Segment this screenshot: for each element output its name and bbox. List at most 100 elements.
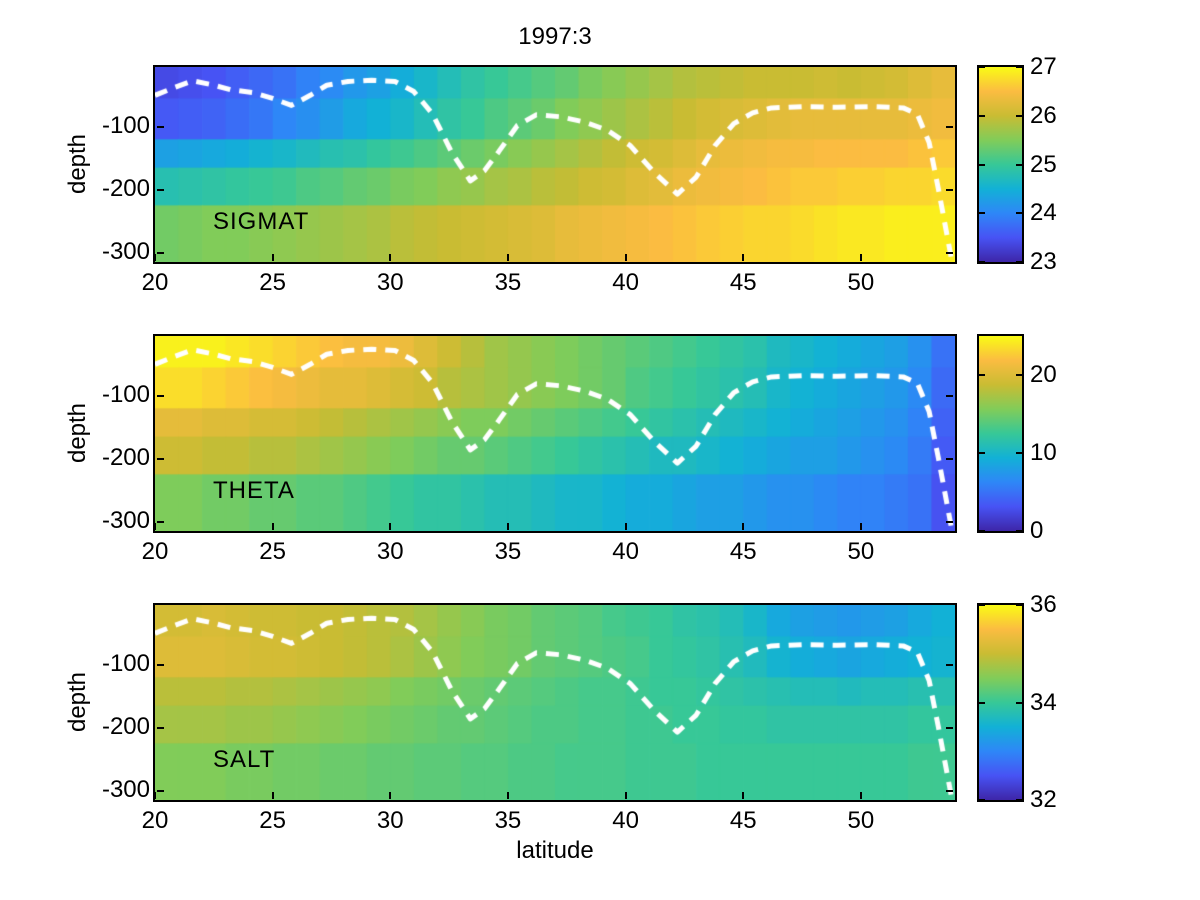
- colorbar-tick-label-sigmat-27: 27: [1030, 53, 1057, 80]
- x-tick-mark-25: [271, 523, 274, 530]
- x-tick-mark-40: [624, 523, 627, 530]
- x-tick-mark-20: [154, 523, 156, 530]
- x-tick-label-45: 45: [729, 538, 757, 565]
- x-tick-mark-25: [271, 792, 274, 799]
- x-tick-label-30: 30: [376, 538, 404, 565]
- colorbar-tick-mark-left: [979, 66, 985, 68]
- y-tick-mark-right-300: [946, 520, 953, 523]
- x-tick-label-40: 40: [612, 269, 639, 296]
- x-tick-label-45: 45: [729, 807, 757, 834]
- x-tick-mark-40: [624, 254, 627, 261]
- colorbar-tick-mark-left: [979, 799, 985, 801]
- x-tick-label-40: 40: [612, 807, 639, 834]
- x-tick-mark-35: [506, 792, 509, 799]
- colorbar-tick-mark-right: [1016, 374, 1022, 376]
- y-tick-mark-right-200: [946, 188, 953, 191]
- colorbar-tick-mark-left: [979, 163, 985, 166]
- panel-label-sigmat: SIGMAT: [213, 208, 310, 235]
- colorbar-tick-mark-left: [979, 452, 985, 454]
- x-tick-label-40: 40: [612, 538, 639, 565]
- colorbar-tick-mark-right: [1016, 604, 1022, 606]
- x-tick-mark-45: [742, 254, 745, 261]
- x-tick-mark-45: [742, 792, 745, 799]
- x-tick-label-50: 50: [847, 538, 875, 565]
- colorbar-tick-label-sigmat-25: 25: [1030, 150, 1057, 178]
- y-tick-label-300: -300: [101, 237, 150, 265]
- y-tick-mark-left-300: [157, 251, 164, 254]
- y-tick-mark-right-200: [946, 457, 953, 460]
- y-tick-mark-left-300: [157, 789, 164, 792]
- colorbar-tick-mark-left: [979, 212, 985, 215]
- x-tick-label-25: 25: [259, 807, 286, 834]
- y-tick-mark-left-100: [157, 663, 164, 666]
- x-tick-mark-50: [859, 254, 862, 261]
- x-tick-mark-20: [154, 254, 156, 261]
- colorbar-tick-label-theta-0: 0: [1030, 517, 1044, 544]
- x-tick-mark-50: [859, 792, 862, 799]
- x-tick-mark-45: [742, 523, 745, 530]
- colorbar-tick-mark-right: [1016, 799, 1022, 801]
- heatmap-salt-canvas: [155, 605, 955, 800]
- y-tick-mark-right-300: [946, 789, 953, 792]
- xlabel-latitude: latitude: [516, 837, 594, 864]
- colorbar-tick-mark-left: [979, 114, 985, 117]
- x-tick-mark-20: [154, 792, 156, 799]
- x-tick-label-30: 30: [376, 269, 404, 296]
- colorbar-tick-label-salt-36: 36: [1030, 591, 1057, 618]
- colorbar-tick-mark-right: [1016, 66, 1022, 68]
- colorbar-tick-label-theta-20: 20: [1030, 361, 1057, 388]
- x-tick-mark-30: [389, 254, 392, 261]
- y-tick-label-100: -100: [101, 380, 150, 408]
- x-tick-mark-35: [506, 254, 509, 261]
- x-tick-label-35: 35: [494, 807, 522, 834]
- x-tick-mark-25: [271, 254, 274, 261]
- y-tick-label-300: -300: [101, 506, 150, 534]
- y-tick-mark-left-200: [157, 726, 164, 729]
- colorbar-tick-label-salt-32: 32: [1030, 786, 1057, 813]
- y-tick-label-200: -200: [101, 174, 150, 202]
- x-tick-label-25: 25: [259, 269, 286, 296]
- y-tick-mark-left-200: [157, 457, 164, 460]
- colorbar-tick-label-sigmat-26: 26: [1030, 101, 1057, 129]
- x-tick-label-20: 20: [141, 269, 169, 296]
- colorbar-tick-label-theta-10: 10: [1030, 439, 1057, 466]
- y-tick-mark-left-100: [157, 125, 164, 128]
- x-tick-label-45: 45: [729, 269, 757, 296]
- y-tick-label-100: -100: [101, 111, 150, 139]
- y-tick-mark-right-100: [946, 663, 953, 666]
- colorbar-tick-mark-right: [1016, 530, 1022, 532]
- x-tick-label-30: 30: [376, 807, 404, 834]
- y-tick-label-100: -100: [101, 649, 150, 677]
- colorbar-tick-mark-right: [1016, 212, 1022, 215]
- x-tick-label-35: 35: [494, 538, 522, 565]
- x-tick-label-20: 20: [141, 807, 169, 834]
- heatmap-sigmat-canvas: [155, 67, 955, 262]
- y-tick-label-200: -200: [101, 712, 150, 740]
- y-tick-mark-right-300: [946, 251, 953, 254]
- colorbar-tick-mark-left: [979, 261, 985, 263]
- x-tick-label-35: 35: [494, 269, 522, 296]
- x-tick-label-50: 50: [847, 269, 875, 296]
- x-tick-label-25: 25: [259, 538, 286, 565]
- colorbar-tick-mark-right: [1016, 261, 1022, 263]
- y-tick-mark-left-300: [157, 520, 164, 523]
- colorbar-tick-mark-left: [979, 701, 985, 704]
- colorbar-tick-mark-left: [979, 374, 985, 376]
- y-tick-mark-right-100: [946, 125, 953, 128]
- colorbar-tick-mark-right: [1016, 163, 1022, 166]
- y-tick-mark-left-200: [157, 188, 164, 191]
- colorbar-tick-mark-right: [1016, 452, 1022, 454]
- colorbar-theta: [977, 334, 1024, 533]
- heatmap-theta-canvas: [155, 336, 955, 531]
- y-tick-label-200: -200: [101, 443, 150, 471]
- y-tick-mark-right-100: [946, 394, 953, 397]
- colorbar-tick-mark-right: [1016, 701, 1022, 704]
- x-tick-mark-40: [624, 792, 627, 799]
- panel-label-salt: SALT: [213, 746, 276, 773]
- colorbar-tick-label-salt-34: 34: [1030, 688, 1057, 716]
- x-tick-mark-35: [506, 523, 509, 530]
- x-tick-mark-30: [389, 792, 392, 799]
- y-tick-mark-left-100: [157, 394, 164, 397]
- x-tick-mark-30: [389, 523, 392, 530]
